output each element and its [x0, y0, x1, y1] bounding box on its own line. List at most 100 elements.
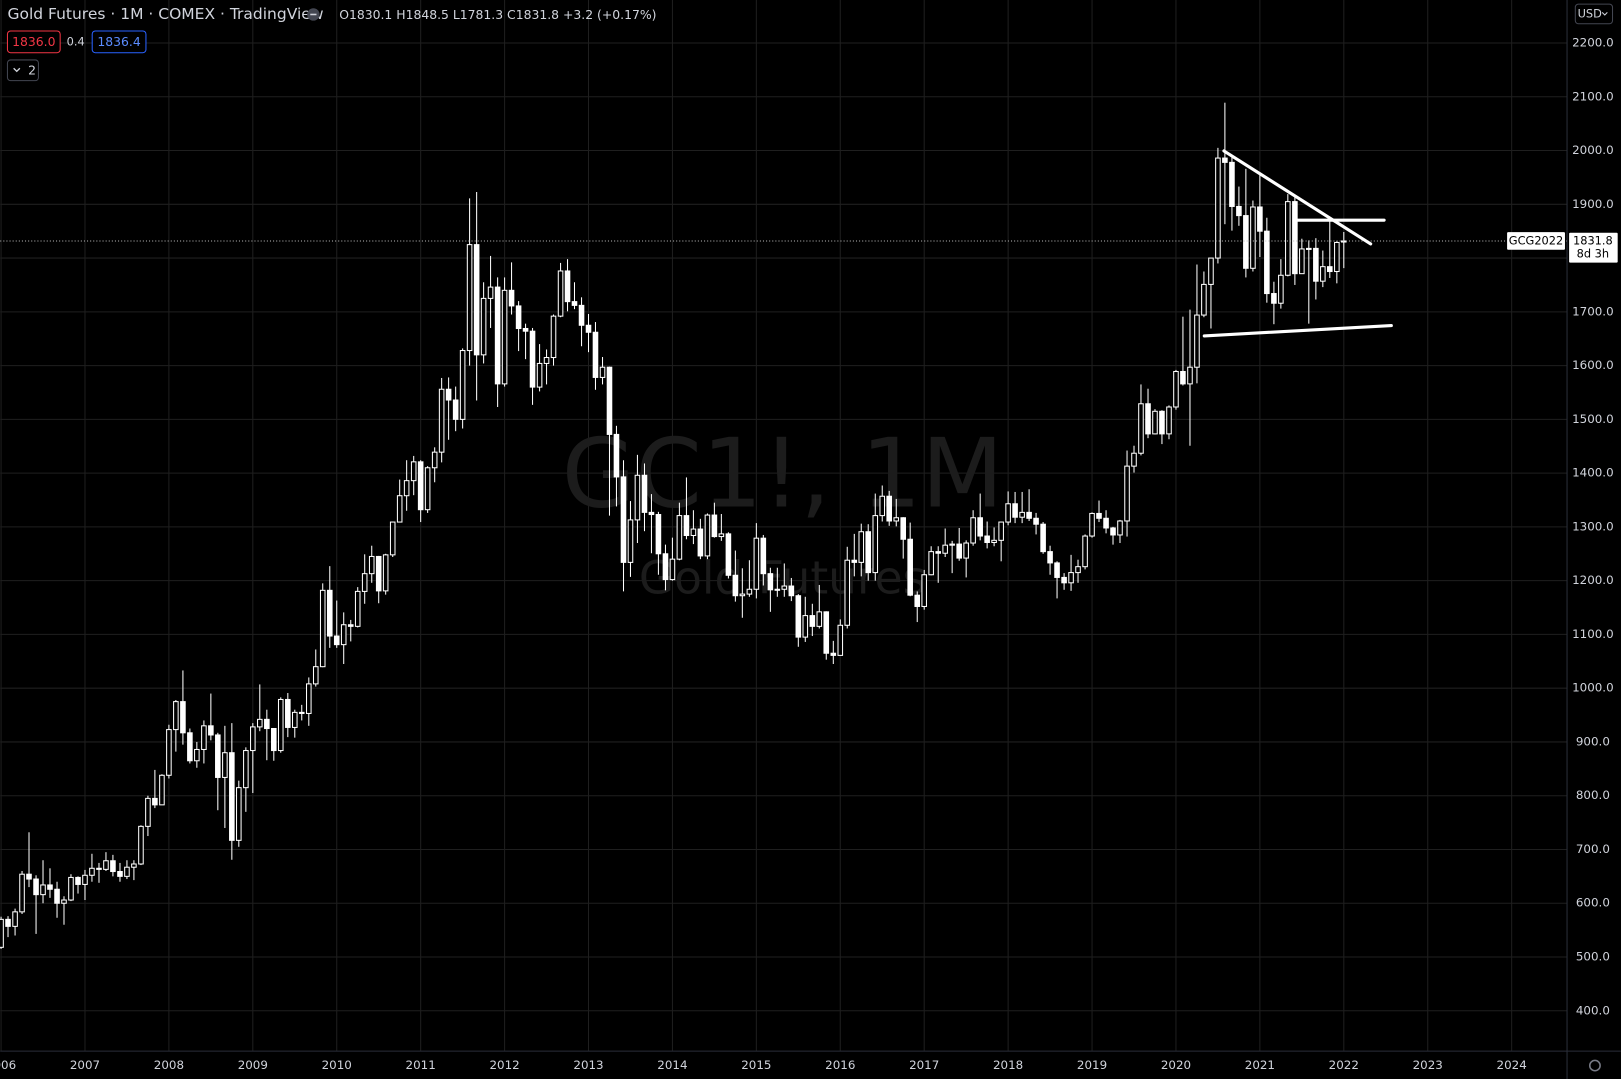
candle-body [403, 480, 410, 497]
trend-line[interactable] [1202, 324, 1393, 338]
candle-body [1215, 157, 1221, 259]
candle-body [725, 533, 732, 576]
y-tick-label: 600.0 [1576, 896, 1610, 910]
x-tick-label: 2011 [406, 1058, 436, 1072]
candle-body [459, 350, 466, 420]
candle-body [1194, 314, 1200, 368]
y-tick-label: 1000.0 [1572, 681, 1614, 695]
candle-body [557, 270, 564, 317]
candle-body [1285, 201, 1291, 276]
ohlc-legend: O1830.1 H1848.5 L1781.3 C1831.8 +3.2 (+0… [339, 7, 656, 22]
candle-body [788, 585, 795, 597]
candle-body [746, 588, 753, 595]
x-tick-label: 2012 [489, 1058, 519, 1072]
candle-body [1201, 283, 1207, 316]
candle-body [669, 558, 676, 581]
y-tick-label: 2100.0 [1572, 89, 1614, 103]
candle-body [1117, 520, 1123, 536]
candle-body [417, 461, 424, 511]
candle-body [732, 574, 739, 597]
candle-body [851, 559, 858, 563]
chevron-icon [1601, 12, 1608, 16]
y-tick-label: 400.0 [1576, 1003, 1610, 1017]
chevron-icon [13, 67, 21, 73]
candle-body [858, 531, 865, 563]
x-tick-label: 2014 [657, 1058, 687, 1072]
candle-body [208, 725, 214, 736]
candle-body [550, 315, 557, 359]
candle-body [1313, 247, 1319, 282]
trend-lines [1202, 149, 1393, 338]
candle-body [1026, 511, 1032, 519]
candle-body [1110, 527, 1116, 536]
candle-body [1187, 366, 1193, 385]
candle-body [949, 543, 955, 546]
candle-body [1222, 157, 1228, 163]
candle-body [676, 515, 683, 560]
candle-body [844, 559, 851, 626]
candle-body [340, 624, 347, 646]
candle-body [795, 595, 802, 638]
candle-body [152, 797, 158, 806]
candle-body [1061, 576, 1067, 584]
candle-body [12, 911, 18, 927]
buy-button[interactable] [91, 30, 147, 54]
spread: 0.4 [67, 34, 85, 48]
watermark-name: Gold Futures [639, 551, 927, 604]
candle-body [998, 521, 1004, 541]
candle-body [382, 554, 389, 592]
candle-body [96, 867, 102, 870]
candle-body [1299, 248, 1305, 275]
y-tick-label: 1700.0 [1572, 304, 1614, 318]
candle-body [166, 729, 172, 776]
price-label-box [1569, 232, 1618, 263]
candle-body [215, 734, 221, 778]
candle-body [1012, 503, 1018, 518]
candle-body [0, 918, 4, 948]
symbol-label-box [1507, 232, 1565, 250]
candle-body [753, 537, 760, 590]
candle-body [809, 615, 816, 627]
candle-body [68, 876, 74, 901]
candle-body [1075, 566, 1081, 574]
candle-body [613, 433, 620, 478]
candle-body [1306, 247, 1312, 250]
x-tick-label: 2020 [1161, 1058, 1191, 1072]
candle-body [1124, 465, 1130, 522]
chart-title: Gold Futures · 1M · COMEX · TradingView [7, 5, 323, 23]
candle-body [145, 797, 151, 827]
sell-button[interactable] [6, 30, 61, 54]
candle-body [1159, 410, 1165, 435]
candle-body [159, 774, 165, 806]
candle-body [921, 574, 927, 607]
trend-line[interactable] [1222, 149, 1373, 246]
candle-body [285, 698, 291, 728]
candle-body [194, 748, 200, 762]
candle-body [1047, 551, 1053, 564]
currency-button[interactable] [1574, 3, 1614, 25]
candle-body [264, 718, 270, 730]
candle-body [865, 531, 872, 574]
candle-body [347, 624, 354, 627]
x-tick-label: 2018 [993, 1058, 1023, 1072]
candle-body [54, 888, 60, 904]
x-tick-label: 2017 [909, 1058, 939, 1072]
y-tick-label: 500.0 [1576, 950, 1610, 964]
candle-body [47, 884, 53, 890]
settings-icon[interactable] [1589, 1059, 1601, 1072]
candle-body [578, 304, 585, 326]
grid [0, 0, 1568, 1052]
indicators-toggle[interactable] [6, 59, 39, 82]
candle-body [529, 330, 536, 388]
candle-body [256, 718, 263, 728]
candle-body [229, 752, 235, 841]
candle-body [201, 725, 207, 750]
x-tick-label: 2013 [573, 1058, 603, 1072]
symbol-label: GCG2022 [1509, 233, 1563, 247]
candle-body [1341, 240, 1347, 243]
y-tick-label: 1300.0 [1572, 519, 1614, 533]
x-tick-label: 2015 [741, 1058, 771, 1072]
y-tick-label: 1500.0 [1572, 412, 1614, 426]
x-tick-label: 2006 [0, 1058, 16, 1072]
